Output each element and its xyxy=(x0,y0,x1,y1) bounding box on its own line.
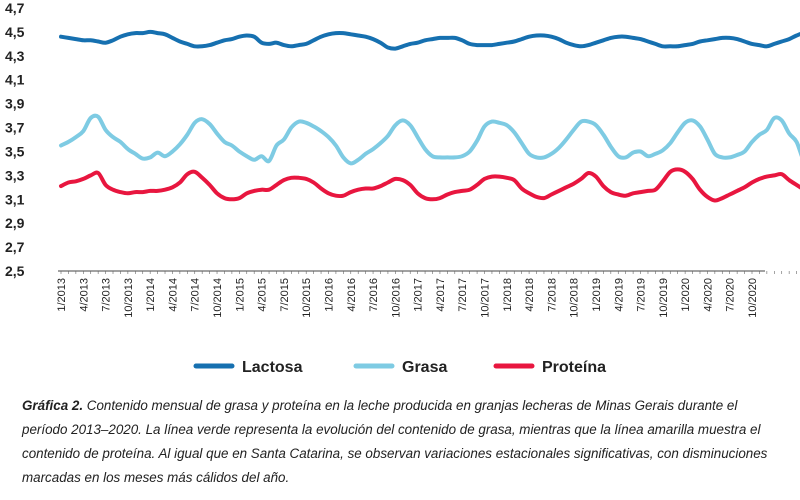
x-tick-label: 4/2020 xyxy=(702,278,714,312)
y-tick-label: 3,3 xyxy=(5,167,25,183)
series-line-lactosa xyxy=(59,29,800,51)
y-tick-label: 4,3 xyxy=(5,48,25,64)
x-tick-label: 1/2017 xyxy=(413,278,425,312)
y-tick-label: 3,7 xyxy=(5,120,25,136)
x-tick-label: 10/2019 xyxy=(658,278,670,318)
x-tick-label: 7/2018 xyxy=(546,278,558,312)
x-tick-label: 4/2016 xyxy=(346,278,358,312)
x-tick-label: 10/2013 xyxy=(123,278,135,318)
y-tick-label: 4,7 xyxy=(5,0,25,16)
y-axis: 2,5 2,7 2,9 3,1 3,3 3,5 3,7 3,9 4,1 4,3 4,5 4,7 xyxy=(5,0,25,279)
legend: Lactosa Grasa Proteína xyxy=(193,359,606,376)
x-tick-label: 4/2019 xyxy=(613,278,625,312)
x-tick-label: 7/2015 xyxy=(279,278,291,312)
x-tick-label: 10/2014 xyxy=(212,278,224,318)
x-tick-label: 1/2018 xyxy=(502,278,514,312)
y-tick-label: 2,9 xyxy=(5,215,25,231)
x-tick-label: 10/2015 xyxy=(301,278,313,318)
y-tick-label: 2,7 xyxy=(5,239,25,255)
line-chart: 2,5 2,7 2,9 3,1 3,3 3,5 3,7 3,9 4,1 4,3 4,5 4,7 1/2… xyxy=(5,0,800,376)
x-tick-label: 7/2017 xyxy=(457,278,469,312)
x-tick-label: 10/2020 xyxy=(747,278,759,318)
x-tick-label: 1/2016 xyxy=(323,278,335,312)
x-tick-label: 7/2016 xyxy=(368,278,380,312)
x-tick-label: 4/2018 xyxy=(524,278,536,312)
y-tick-label: 4,1 xyxy=(5,72,25,88)
caption-text: Contenido mensual de grasa y proteína en… xyxy=(22,398,768,485)
x-tick-label: 10/2016 xyxy=(390,278,402,318)
x-tick-label: 7/2013 xyxy=(101,278,113,312)
legend-label: Grasa xyxy=(402,359,447,376)
series-line-proteína xyxy=(59,167,800,203)
x-tick-label: 10/2018 xyxy=(569,278,581,318)
x-tick-label: 1/2013 xyxy=(56,278,68,312)
x-tick-label: 4/2013 xyxy=(78,278,90,312)
x-tick-label: 1/2015 xyxy=(234,278,246,312)
y-tick-label: 3,5 xyxy=(5,143,25,159)
series-lines xyxy=(59,29,800,203)
x-tick-label: 7/2020 xyxy=(725,278,737,312)
x-tick-label: 7/2014 xyxy=(190,278,202,312)
figure-caption: Gráfica 2. Contenido mensual de grasa y … xyxy=(22,394,782,490)
legend-label: Lactosa xyxy=(242,359,303,376)
x-tick-label: 4/2014 xyxy=(167,278,179,312)
legend-label: Proteína xyxy=(542,359,606,376)
x-tick-label: 4/2017 xyxy=(435,278,447,312)
x-tick-label: 1/2020 xyxy=(680,278,692,312)
x-tick-label: 10/2017 xyxy=(480,278,492,318)
x-tick-label: 1/2019 xyxy=(591,278,603,312)
y-tick-label: 2,5 xyxy=(5,263,25,279)
x-axis: 1/2013 4/2013 7/2013 10/2013 1/2014 4/2014 7/2… xyxy=(56,270,797,318)
series-line-grasa xyxy=(59,113,800,166)
caption-label: Gráfica 2. xyxy=(22,398,84,413)
x-tick-label: 7/2019 xyxy=(636,278,648,312)
y-tick-label: 3,9 xyxy=(5,96,25,112)
x-tick-label: 1/2014 xyxy=(145,278,157,312)
y-tick-label: 3,1 xyxy=(5,191,25,207)
y-tick-label: 4,5 xyxy=(5,24,25,40)
x-tick-label: 4/2015 xyxy=(257,278,269,312)
